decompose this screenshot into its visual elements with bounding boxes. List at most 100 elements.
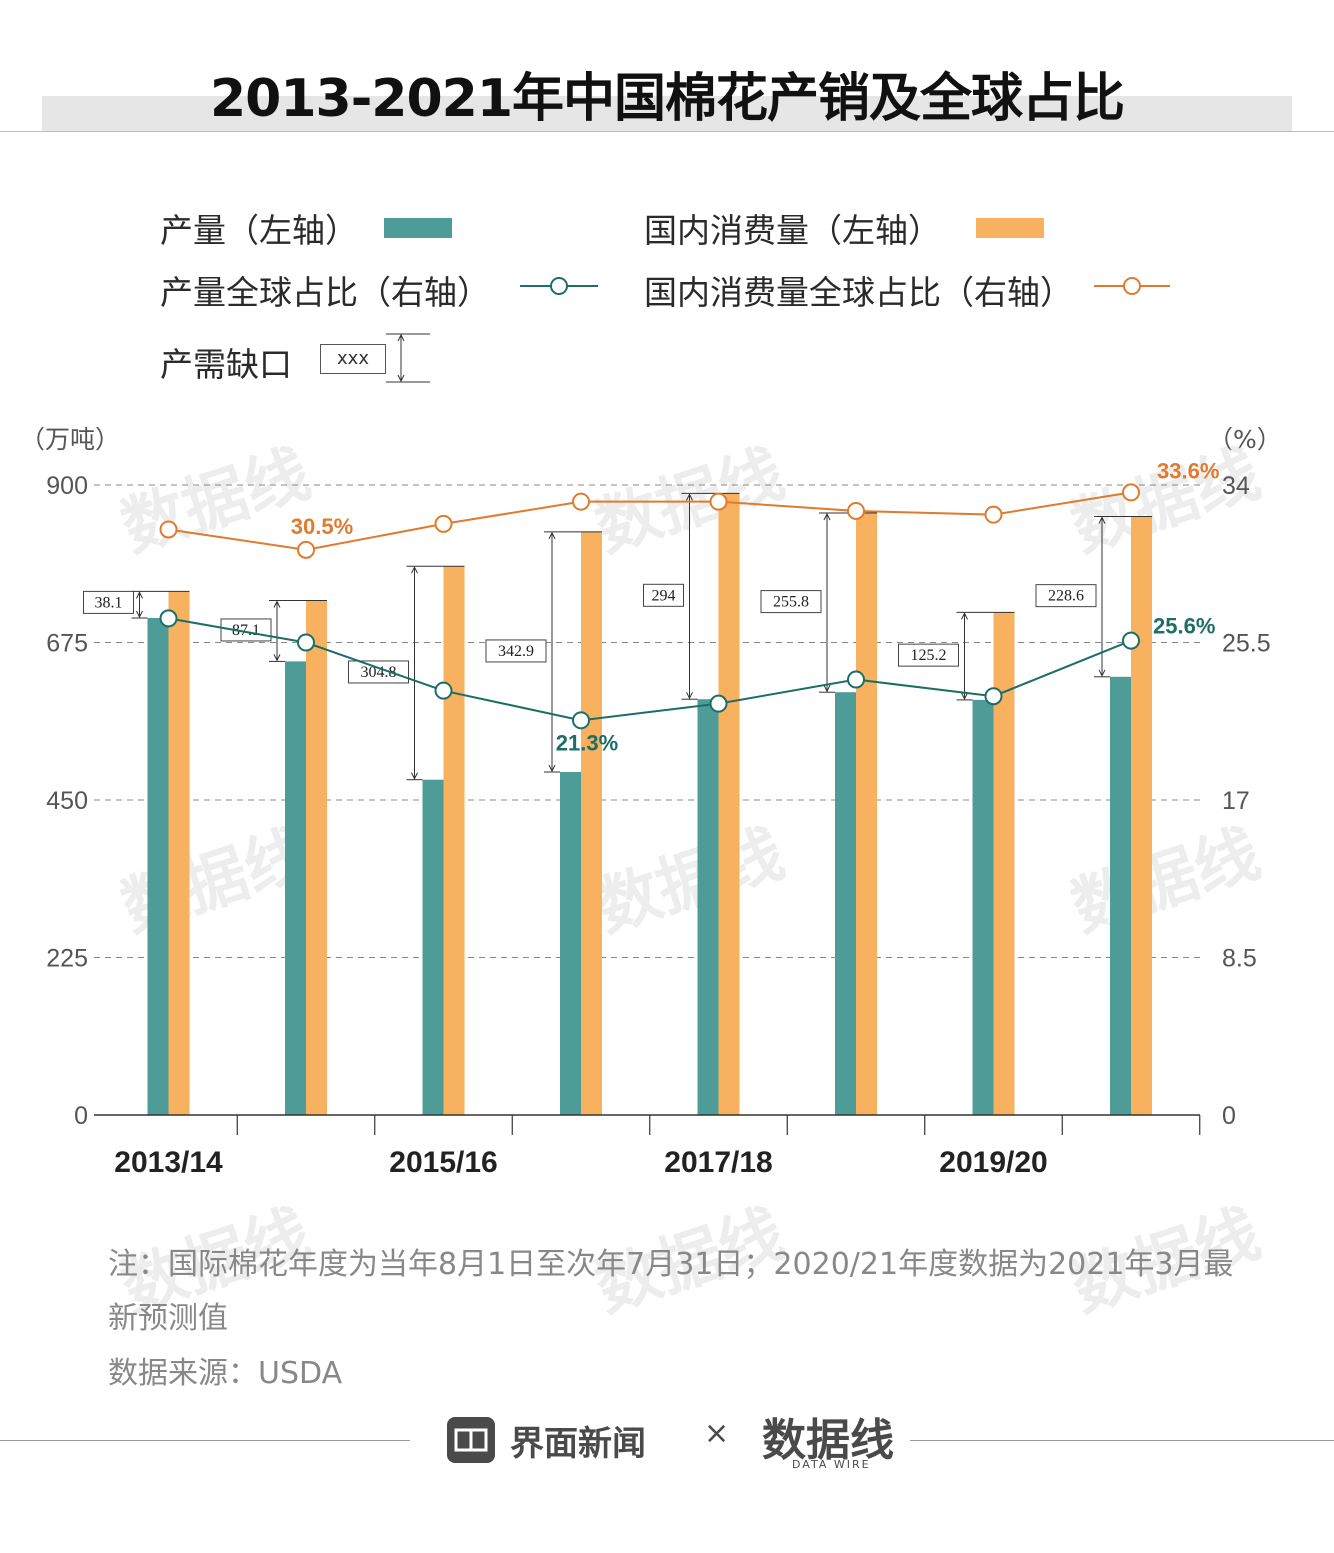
gap-arrow-head xyxy=(136,591,143,599)
gap-value-box xyxy=(485,639,547,663)
gap-value-label: 342.9 xyxy=(498,643,534,660)
bar-production xyxy=(560,772,581,1115)
y-tick-label-left: 0 xyxy=(74,1102,88,1130)
footer-brand-datawire: 数据线 xyxy=(762,1415,894,1466)
bar-consumption xyxy=(856,513,877,1115)
consumption-share-point xyxy=(572,492,590,511)
gap-value-label: 87.1 xyxy=(232,622,260,639)
legend-gap-arrow-icon xyxy=(386,333,430,383)
bar-consumption xyxy=(581,531,602,1115)
gap-arrow-head xyxy=(961,692,968,701)
consumption-share-point xyxy=(984,505,1003,524)
data-label: 33.6% xyxy=(1157,458,1219,483)
bar-production xyxy=(147,618,169,1115)
gap-arrow-head xyxy=(411,772,418,780)
gap-arrow-head xyxy=(411,566,418,574)
data-source: 数据来源：USDA xyxy=(108,1356,343,1391)
footer-rule-left xyxy=(0,1440,410,1441)
title-rule xyxy=(0,131,1334,132)
bar-consumption xyxy=(306,600,327,1115)
bar-consumption xyxy=(718,493,740,1115)
y-tick-label-left: 450 xyxy=(46,787,88,815)
gap-value-box xyxy=(643,583,684,607)
gap-value-label: 304.8 xyxy=(361,664,397,681)
production-share-line xyxy=(168,617,1132,722)
bar-production xyxy=(835,692,856,1115)
production-share-point xyxy=(297,633,315,652)
bar-production xyxy=(285,661,306,1115)
gap-arrow-head xyxy=(961,612,968,620)
gap-arrow-head xyxy=(1098,669,1106,677)
data-label: 21.3% xyxy=(556,730,618,755)
consumption-share-point xyxy=(434,514,453,533)
production-share-point xyxy=(159,609,178,628)
production-share-point xyxy=(434,681,453,700)
legend-production-share-label: 产量全球占比（右轴） xyxy=(160,273,490,312)
production-share-point xyxy=(984,687,1003,706)
legend-consumption-share-label: 国内消费量全球占比（右轴） xyxy=(644,273,1073,312)
legend-consumption-swatch xyxy=(976,218,1044,238)
gap-arrow-head xyxy=(686,691,693,700)
gap-arrow-head xyxy=(548,764,556,773)
production-share-point xyxy=(572,711,590,730)
gap-value-box xyxy=(1035,584,1097,608)
legend-production-label: 产量（左轴） xyxy=(160,211,358,250)
y-tick-label-right: 34 xyxy=(1222,472,1250,500)
gap-arrow-head xyxy=(548,531,556,540)
bar-production xyxy=(422,779,444,1115)
footnote: 注：国际棉花年度为当年8月1日至次年7月31日；2020/21年度数据为2021… xyxy=(108,1247,1234,1336)
data-label: 30.5% xyxy=(291,514,353,539)
data-label: 25.6% xyxy=(1153,614,1215,639)
gap-value-label: 255.8 xyxy=(773,594,809,611)
consumption-share-point xyxy=(159,520,178,539)
y-tick-label-right: 17 xyxy=(1222,787,1250,815)
gap-arrow-head xyxy=(136,610,143,619)
gap-value-box xyxy=(760,590,822,614)
gap-arrow-head xyxy=(273,600,281,608)
legend-consumption-share-marker xyxy=(1094,277,1170,295)
consumption-share-point xyxy=(1122,483,1140,502)
footer-separator: × xyxy=(704,1416,730,1451)
y-tick-label-right: 25.5 xyxy=(1222,630,1271,658)
x-tick-label: 2013/14 xyxy=(114,1146,223,1179)
title-band xyxy=(42,96,1292,132)
footer-brand-jiemian: 界面新闻 xyxy=(510,1424,646,1464)
bar-consumption xyxy=(443,566,465,1115)
y-tick-label-left: 900 xyxy=(46,472,88,500)
gap-value-label: 125.2 xyxy=(911,647,947,664)
gap-arrow-head xyxy=(823,684,831,693)
consumption-share-line xyxy=(168,491,1132,551)
gap-value-box xyxy=(83,590,134,614)
x-tick-label: 2017/18 xyxy=(664,1146,772,1179)
x-tick-label: 2019/20 xyxy=(939,1146,1047,1179)
y-tick-label-left: 675 xyxy=(46,630,88,658)
gap-value-box xyxy=(348,660,409,684)
gap-arrow-head xyxy=(686,493,693,501)
y-tick-label-left: 225 xyxy=(46,945,88,973)
right-axis-unit: （%） xyxy=(1208,425,1282,454)
production-share-point xyxy=(847,670,865,689)
legend-production-swatch xyxy=(384,218,452,238)
bar-production xyxy=(972,699,994,1115)
bar-consumption xyxy=(1131,516,1152,1115)
x-tick-label: 2015/16 xyxy=(389,1146,497,1179)
production-share-point xyxy=(709,694,728,713)
chart-title: 2013-2021年中国棉花产销及全球占比 xyxy=(209,69,1125,129)
production-share-point xyxy=(1122,631,1140,650)
bar-production xyxy=(1110,676,1131,1115)
consumption-share-point xyxy=(297,540,315,559)
gap-arrow-head xyxy=(273,654,281,662)
left-axis-unit: （万吨） xyxy=(20,425,121,454)
footer-rule-right xyxy=(910,1440,1334,1441)
gap-value-box xyxy=(220,618,272,642)
consumption-share-point xyxy=(847,501,865,520)
bar-consumption xyxy=(168,591,190,1115)
gap-arrow-head xyxy=(1098,516,1106,524)
footer-brand-datawire-sub: DATA WIRE xyxy=(792,1458,871,1471)
jiemian-logo-icon xyxy=(447,1417,495,1463)
gap-arrow-head xyxy=(823,512,831,521)
legend-consumption-label: 国内消费量（左轴） xyxy=(644,211,941,250)
gap-value-label: 294 xyxy=(652,587,676,604)
gap-value-label: 228.6 xyxy=(1048,588,1084,605)
